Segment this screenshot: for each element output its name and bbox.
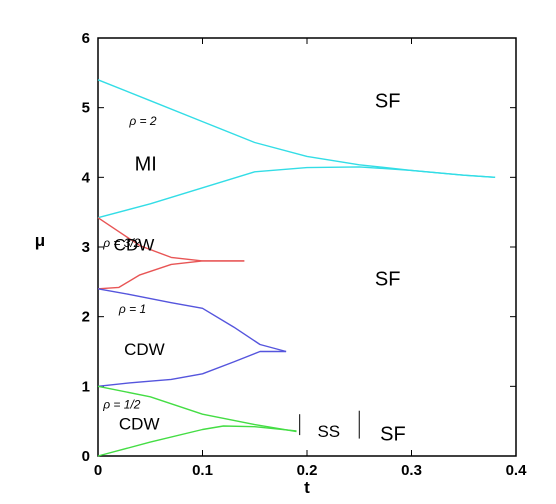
annotation-label: ρ = 1/2 bbox=[102, 398, 141, 412]
separator-lines bbox=[299, 410, 360, 439]
series-line-0 bbox=[97, 79, 496, 178]
series-line-5 bbox=[97, 350, 287, 387]
annotation-label: SF bbox=[380, 424, 406, 446]
annotation-label: SF bbox=[375, 268, 401, 290]
y-tick-label: 1 bbox=[82, 378, 90, 395]
series-line-6 bbox=[97, 385, 297, 433]
series-line-4 bbox=[97, 288, 287, 353]
series-lines bbox=[97, 79, 496, 457]
y-tick-label: 2 bbox=[82, 309, 90, 326]
annotation-label: SF bbox=[375, 91, 401, 113]
y-tick-label: 3 bbox=[82, 239, 90, 256]
y-tick-label: 4 bbox=[82, 169, 91, 186]
x-tick-label: 0.3 bbox=[401, 462, 422, 479]
axis-ticks: 0 0.1 0.2 0.3 0.4 0 1 2 3 4 5 6 bbox=[82, 30, 527, 479]
annotation-label: ρ = 2 bbox=[128, 114, 157, 128]
y-tick-label: 6 bbox=[82, 30, 90, 47]
annotation-label: CDW bbox=[124, 340, 165, 359]
y-axis-label: μ bbox=[35, 231, 45, 250]
annotation-label: CDW bbox=[119, 415, 160, 434]
annotation-label: MI bbox=[135, 153, 157, 175]
series-line-7 bbox=[97, 425, 297, 457]
series-line-1 bbox=[97, 166, 496, 219]
x-tick-label: 0.4 bbox=[506, 462, 528, 479]
annotation-label: SS bbox=[317, 422, 340, 441]
x-tick-label: 0.2 bbox=[297, 462, 318, 479]
y-tick-label: 0 bbox=[82, 448, 90, 465]
x-axis-label: t bbox=[304, 478, 310, 497]
y-tick-label: 5 bbox=[82, 100, 90, 117]
x-tick-label: 0 bbox=[94, 462, 102, 479]
annotation-label: CDW bbox=[114, 235, 155, 254]
series-line-3 bbox=[97, 260, 245, 290]
annotation-label: ρ = 1 bbox=[118, 302, 146, 316]
x-tick-label: 0.1 bbox=[192, 462, 213, 479]
plot-frame bbox=[97, 37, 517, 457]
annotation-label: ρ = 3/2 bbox=[102, 236, 141, 250]
